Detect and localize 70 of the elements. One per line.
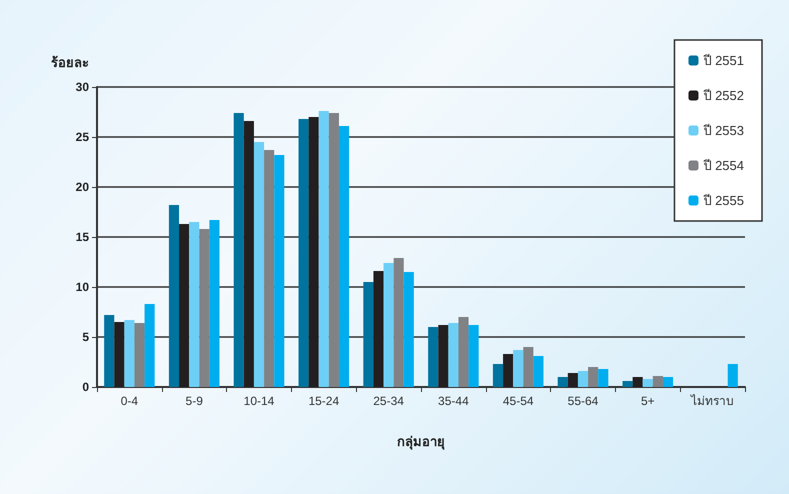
y-tick-label: 20	[76, 180, 90, 194]
y-tick-label: 25	[76, 130, 90, 144]
y-tick-label: 5	[82, 330, 90, 344]
bar	[189, 222, 200, 387]
bar	[234, 113, 244, 387]
bar	[298, 119, 309, 387]
legend-label: ปี 2551	[702, 53, 744, 68]
bar	[373, 271, 384, 387]
bar	[134, 323, 145, 387]
bar	[662, 377, 674, 387]
y-tick-label: 0	[82, 380, 90, 394]
x-tick-label: 5+	[640, 394, 655, 408]
bar	[209, 220, 220, 387]
y-tick-label: 10	[76, 280, 90, 294]
bar	[642, 379, 653, 387]
x-tick-label: 45-54	[502, 394, 534, 408]
x-tick-label: 55-64	[568, 394, 599, 408]
bar	[384, 263, 394, 387]
bar	[503, 354, 514, 387]
legend-label: ปี 2553	[702, 123, 744, 138]
bar	[199, 229, 210, 387]
x-tick-label: 35-44	[438, 394, 470, 408]
bar	[179, 224, 190, 387]
y-tick-label: 15	[76, 230, 90, 244]
bar	[428, 327, 438, 387]
x-tick-label: 10-14	[244, 394, 275, 408]
legend-label: ปี 2555	[702, 193, 744, 208]
x-tick-label: 25-34	[373, 394, 404, 408]
x-tick-label: 5-9	[186, 394, 204, 408]
bar	[274, 155, 284, 387]
bar	[404, 272, 414, 387]
bar	[652, 376, 663, 387]
bar	[448, 323, 458, 387]
x-tick-label: ไม่ทราบ	[690, 394, 734, 408]
bar	[622, 381, 633, 387]
bar	[254, 142, 264, 387]
x-tick-label: 15-24	[308, 394, 340, 408]
bar	[328, 113, 339, 387]
bar	[632, 377, 643, 387]
bar	[468, 325, 479, 387]
bar	[244, 121, 254, 387]
bar	[338, 126, 350, 387]
x-tick-label: 0-4	[120, 394, 138, 408]
bar	[124, 320, 134, 387]
bar	[308, 117, 319, 387]
bar	[492, 364, 504, 387]
bar	[144, 304, 155, 387]
bar	[568, 373, 578, 387]
bar	[533, 356, 544, 387]
bar	[728, 364, 738, 387]
bar	[264, 150, 274, 387]
bar	[558, 377, 568, 387]
legend-label: ปี 2554	[702, 158, 744, 173]
bar	[363, 282, 374, 387]
bar	[438, 325, 448, 387]
bar	[168, 205, 180, 387]
bar	[458, 317, 469, 387]
bar	[318, 111, 329, 387]
x-axis-title: กลุ่มอายุ	[397, 434, 445, 450]
bar	[513, 350, 524, 387]
y-axis-title: ร้อยละ	[51, 55, 89, 70]
legend-label: ปี 2552	[702, 88, 744, 103]
bar	[394, 258, 404, 387]
bar	[588, 367, 598, 387]
y-tick-label: 30	[76, 80, 90, 94]
bar	[104, 315, 114, 387]
bar	[598, 369, 608, 387]
bar	[578, 371, 588, 387]
bar	[523, 347, 534, 387]
bar	[114, 322, 124, 387]
